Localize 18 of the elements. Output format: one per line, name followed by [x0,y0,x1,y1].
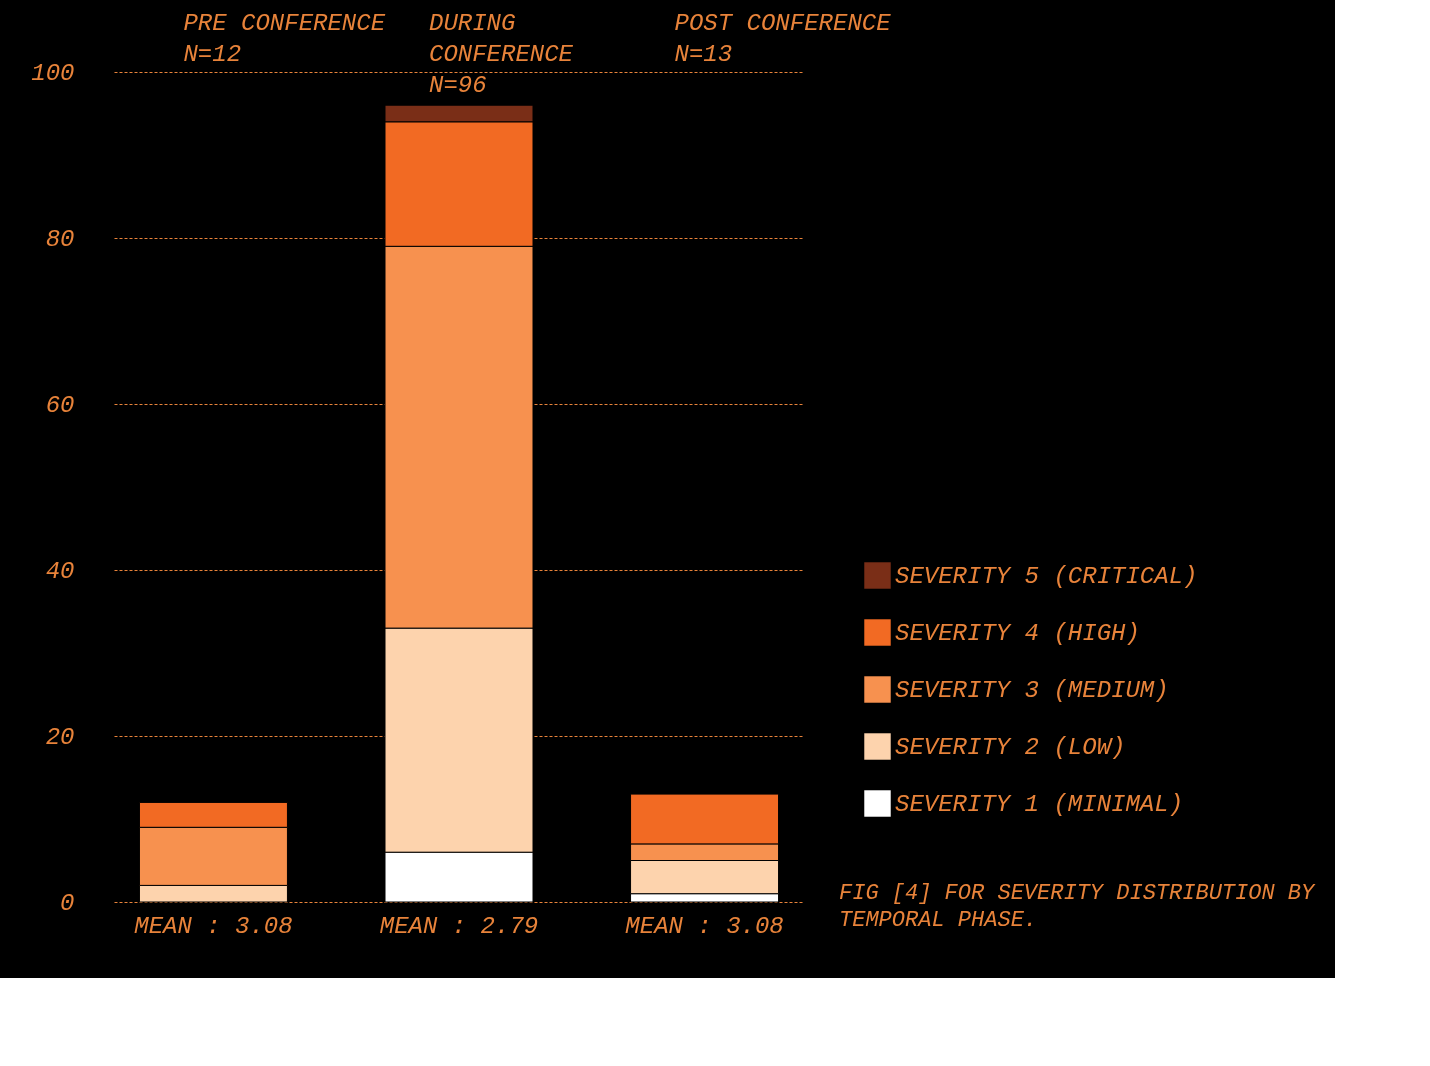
annotation: MEAN : 3.08 [134,913,293,940]
x-tick-label: DURING CONFERENCE N=96 [429,9,574,99]
legend-label: SEVERITY 2 (LOW) [895,733,1126,761]
legend-label: SEVERITY 3 (MEDIUM) [895,676,1169,704]
y-tick-label: 40 [45,557,75,585]
annotation: MEAN : 3.08 [625,913,784,940]
y-tick-label: 80 [45,225,75,253]
x-tick-label: PRE CONFERENCE N=12 [183,9,386,68]
y-tick-label: 0 [60,889,75,917]
legend-label: SEVERITY 4 (HIGH) [895,619,1140,647]
x-tick-label: POST CONFERENCE N=13 [674,9,892,68]
text: FIG [4] FOR SEVERITY DISTRIBUTION BY TEMPORAL PHASE. [839,881,1317,933]
y-tick-label: 60 [45,391,75,419]
annotation: MEAN : 2.79 [379,913,539,940]
y-tick-label: 100 [31,59,75,87]
legend-label: SEVERITY 5 (CRITICAL) [895,562,1198,590]
legend-label: SEVERITY 1 (MINIMAL) [895,790,1184,818]
y-tick-label: 20 [45,723,75,751]
